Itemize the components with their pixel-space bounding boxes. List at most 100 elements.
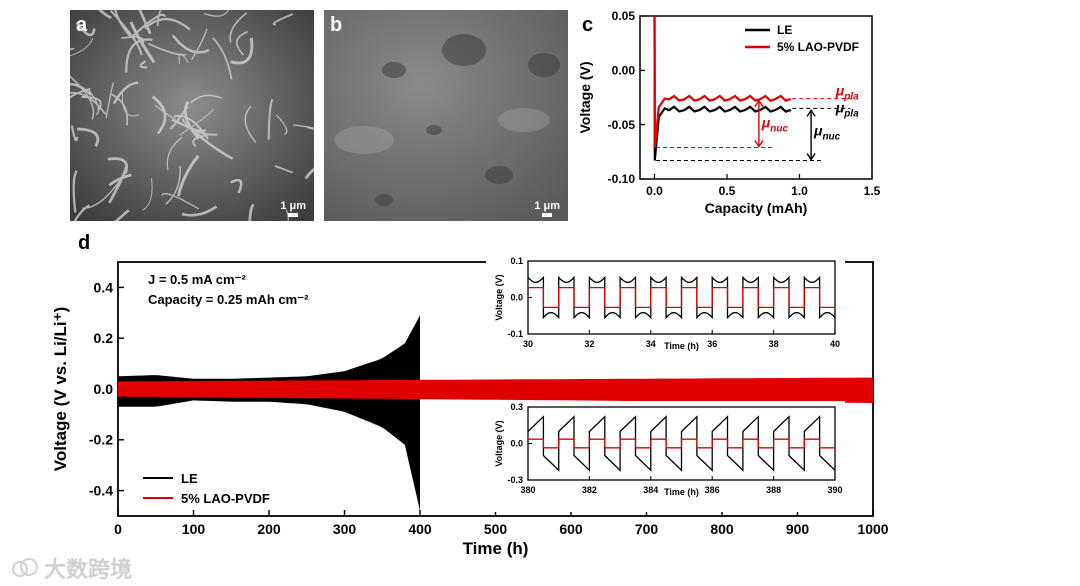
chart-d-inset-bottom-series-lao-pvdf [528, 438, 835, 449]
chart-c-legend-label: LE [777, 23, 792, 37]
chart-d-inset-bottom-x-tick-label: 384 [643, 485, 658, 495]
chart-d-inset-bottom-y-axis-label: Voltage (V) [494, 420, 504, 466]
chart-d-inset-top-x-tick-label: 36 [707, 339, 717, 349]
sem-fiber [129, 21, 156, 64]
chart-c-frame [639, 15, 873, 180]
sem-fiber [176, 154, 200, 197]
chart-d-x-axis-label: Time (h) [463, 539, 529, 558]
chart-d-x-tick-label: 600 [559, 521, 583, 537]
sem-fiber [272, 13, 294, 26]
watermark: 大数跨境 [10, 552, 132, 584]
chart-d-x-tick-label: 1000 [857, 521, 888, 537]
sem-fiber [70, 75, 95, 120]
chart-c-annotation-mu: μnuc [761, 115, 789, 135]
chart-d-inset-top-y-tick-label: -0.1 [507, 329, 523, 339]
chart-d-y-tick-label: -0.2 [89, 432, 113, 448]
sem-fiber [244, 105, 257, 143]
panel-label-d: d [78, 232, 91, 254]
chart-d-inset-top-y-tick-label: 0.1 [510, 256, 523, 266]
sem-fiber [88, 89, 100, 116]
sem-fiber [165, 165, 181, 206]
chart-d-inset-top-x-tick-label: 32 [584, 339, 594, 349]
chart-d-x-tick-label: 0 [114, 521, 122, 537]
sem-fiber [142, 178, 153, 211]
sem-fiber [178, 53, 189, 64]
sem-fiber [191, 28, 208, 60]
chart-c: 0.0 0.5 1.0 1.5 -0.10 -0.05 0.00 0.05 Capacity (… [577, 10, 881, 216]
chart-c-x-tick-label: 1.5 [864, 184, 881, 198]
chart-c-x-tick-label: 1.0 [791, 184, 808, 198]
chart-d-inset-top-y-axis-label: Voltage (V) [494, 274, 504, 320]
sem-fiber [111, 93, 129, 126]
chart-d-inset-bottom-y-tick-label: 0.3 [510, 402, 523, 412]
sem-fiber [293, 124, 314, 129]
sem-fiber [70, 125, 79, 142]
chart-d-inset-bottom-x-tick-label: 380 [520, 485, 535, 495]
sem-fiber [70, 47, 75, 51]
sem-fiber [275, 114, 288, 135]
chart-c-annotation-subscript: nuc [770, 124, 788, 135]
sem-fiber [166, 136, 183, 171]
chart-d-inset-bottom-x-tick-label: 382 [582, 485, 597, 495]
chart-c-annotation-mu: μnuc [813, 122, 841, 142]
chart-c-y-tick-label: -0.10 [608, 172, 636, 186]
sem-image-a: a 1 μm [70, 10, 314, 221]
sem-fiber [203, 10, 230, 17]
sem-nanowire-picture [70, 10, 314, 221]
chart-d-y-tick-label: 0.2 [94, 330, 114, 346]
scale-bar-b-text: 1 μm [534, 200, 560, 212]
sem-fiber [304, 167, 314, 180]
sem-fiber [114, 10, 131, 37]
chart-c-x-tick-label: 0.5 [719, 184, 736, 198]
sem-fiber [181, 205, 218, 217]
sem-fiber [73, 204, 90, 221]
chart-c-x-tick-label: 0.0 [646, 184, 663, 198]
chart-d-annotation-capacity: Capacity = 0.25 mAh cm⁻² [148, 292, 309, 307]
sem-fiber [114, 209, 130, 221]
chart-c-series-lao-pvdf [653, 16, 792, 148]
chart-d-inset-top-y-tick-label: 0.0 [510, 293, 523, 303]
chart-c-x-axis-label: Capacity (mAh) [705, 200, 808, 216]
chart-d-y-tick-label: -0.4 [89, 483, 113, 499]
sem-fiber [110, 10, 143, 56]
sem-fiber [274, 165, 293, 174]
panel-label-a: a [76, 14, 88, 36]
sem-fiber [139, 60, 148, 69]
chart-d-inset-top-x-axis-label: Time (h) [664, 341, 699, 351]
sem-fiber [112, 81, 139, 105]
chart-c-annotation-subscript: pla [843, 108, 859, 119]
scale-bar-b: 1 μm [534, 200, 560, 217]
sem-fiber [105, 82, 115, 119]
scale-bar-a-text: 1 μm [280, 200, 306, 212]
sem-fiber [72, 169, 78, 213]
chart-d-x-tick-label: 400 [408, 521, 432, 537]
chart-d-inset-top-series-lao-pvdf [528, 286, 835, 309]
chart-d-x-tick-label: 100 [182, 521, 206, 537]
chart-d-inset-bottom-x-axis-label: Time (h) [664, 487, 699, 497]
chart-d-x-tick-label: 200 [257, 521, 281, 537]
chart-c-annotation-subscript: pla [843, 92, 859, 103]
chart-d-y-tick-label: 0.4 [94, 279, 114, 295]
sem-fiber [77, 127, 100, 148]
sem-fiber [70, 83, 92, 96]
sem-fiber [171, 118, 207, 132]
chart-d-inset-bottom-x-tick-label: 388 [766, 485, 781, 495]
chart-c-annotation-subscript: nuc [822, 131, 840, 142]
chart-d-x-tick-label: 300 [333, 521, 357, 537]
chart-d-y-tick-label: 0.0 [94, 381, 114, 397]
sem-fiber [70, 91, 107, 115]
chart-d-inset-top-x-tick-label: 40 [830, 339, 840, 349]
sem-fiber [147, 42, 187, 56]
sem-fiber [144, 18, 191, 31]
chart-d: 0 100 200 300 400 500 600 700 800 900 1000 -0.4 -0.2… [51, 255, 889, 558]
sem-fiber [181, 118, 218, 136]
chart-c-y-tick-label: 0.05 [612, 10, 636, 23]
sem-fiber [161, 193, 200, 210]
panel-label-c: c [582, 14, 594, 36]
chart-c-legend-label: 5% LAO-PVDF [777, 40, 859, 54]
sem-fiber [229, 12, 248, 43]
chart-d-inset-bottom-y-tick-label: 0.0 [510, 439, 523, 449]
sem-fiber [70, 37, 94, 57]
sem-fiber [171, 34, 210, 54]
sem-fiber [121, 92, 140, 117]
